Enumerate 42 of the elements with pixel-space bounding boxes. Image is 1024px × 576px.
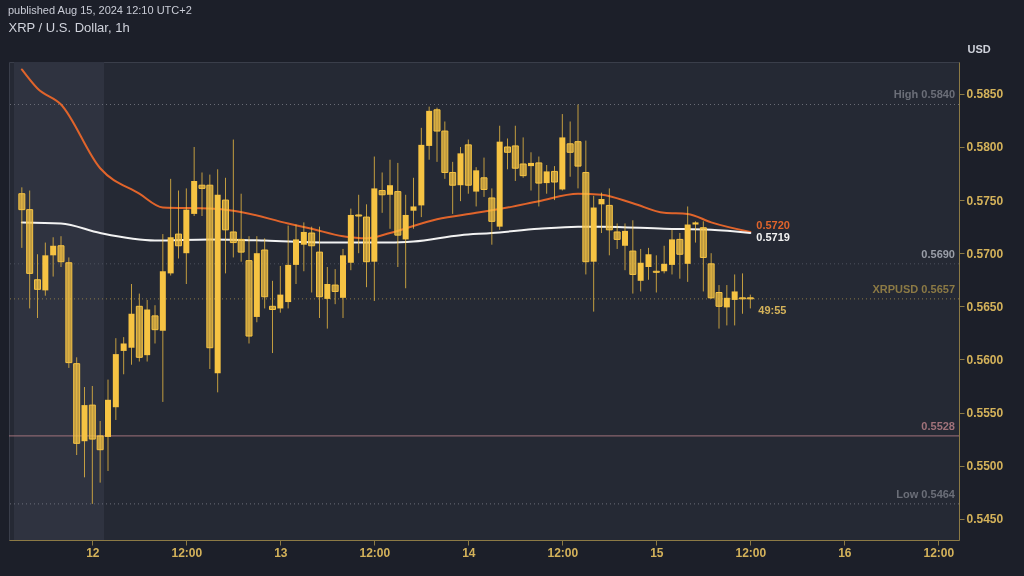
candlestick — [645, 247, 652, 281]
candlestick — [120, 336, 127, 375]
x-tick-label: 12:00 — [171, 545, 203, 560]
ref-line-label: XRPUSD 0.5657 — [872, 282, 955, 295]
y-tick-label: 0.5800 — [966, 140, 1004, 155]
candlestick — [692, 220, 699, 244]
candlestick — [629, 219, 637, 295]
candlestick — [661, 245, 668, 274]
data-label: 0.5720 — [756, 218, 790, 231]
x-tick-label: 12 — [86, 545, 100, 560]
candlestick — [652, 254, 660, 293]
line-series — [20, 221, 752, 244]
candlestick — [410, 177, 417, 230]
y-tick-label: 0.5500 — [966, 459, 1004, 474]
x-tick-label: 15 — [650, 545, 664, 560]
x-tick-label: 16 — [838, 545, 852, 560]
y-tick-label: 0.5550 — [966, 406, 1004, 421]
ref-line-label: High 0.5840 — [893, 88, 955, 101]
ref-line-label: 0.5528 — [921, 419, 955, 432]
annotation: 49:55 — [758, 303, 787, 316]
candlestick — [637, 248, 644, 292]
line-series — [20, 68, 752, 240]
chart-subtitle: published Aug 15, 2024 12:10 UTC+2 — [7, 3, 193, 18]
y-tick-label: 0.5750 — [966, 193, 1004, 208]
y-tick-label: 0.5850 — [966, 87, 1004, 102]
candlestick — [598, 192, 605, 234]
candlestick — [488, 187, 496, 246]
x-tick-label: 12:00 — [923, 545, 955, 560]
y-tick-label: 0.5650 — [966, 299, 1004, 314]
ref-line-label: Low 0.5464 — [896, 487, 956, 500]
data-label: 0.5719 — [756, 230, 790, 243]
x-tick-label: 14 — [462, 545, 476, 560]
y-tick-label: 0.5600 — [966, 352, 1004, 367]
y-tick-label: 0.5700 — [966, 246, 1004, 261]
x-tick-label: 12:00 — [359, 545, 391, 560]
ref-line-label: 0.5690 — [921, 247, 955, 260]
y-tick-label: 0.5450 — [966, 512, 1004, 527]
y-axis-title: USD — [967, 42, 991, 55]
x-tick-label: 12:00 — [547, 545, 579, 560]
chart-title: XRP / U.S. Dollar, 1h — [8, 20, 130, 35]
x-tick-label: 13 — [274, 545, 288, 560]
x-tick-label: 12:00 — [735, 545, 767, 560]
